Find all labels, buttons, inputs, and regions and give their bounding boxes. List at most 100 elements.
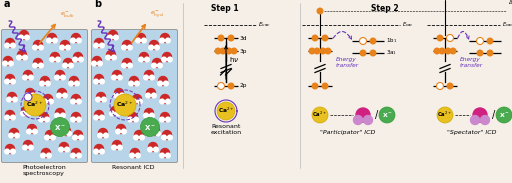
Circle shape — [11, 43, 15, 48]
Text: /: / — [375, 110, 379, 120]
Circle shape — [28, 124, 36, 134]
Circle shape — [311, 35, 318, 42]
Circle shape — [27, 111, 31, 116]
Circle shape — [122, 40, 132, 49]
Circle shape — [5, 149, 9, 154]
Circle shape — [113, 70, 121, 79]
Text: Ca$^{2+}$: Ca$^{2+}$ — [26, 100, 44, 109]
Circle shape — [6, 145, 14, 154]
Circle shape — [49, 99, 53, 104]
Circle shape — [69, 81, 73, 86]
Circle shape — [19, 31, 29, 40]
Circle shape — [40, 76, 50, 85]
Circle shape — [110, 111, 114, 116]
Circle shape — [71, 99, 75, 104]
Circle shape — [46, 130, 54, 139]
Circle shape — [116, 129, 120, 134]
Circle shape — [7, 97, 11, 102]
Circle shape — [39, 113, 49, 122]
Circle shape — [162, 130, 172, 139]
Circle shape — [59, 147, 63, 152]
Text: 3p: 3p — [240, 48, 247, 53]
Circle shape — [311, 83, 318, 89]
Circle shape — [437, 83, 443, 89]
Circle shape — [56, 57, 60, 62]
Circle shape — [127, 45, 132, 50]
Text: b: b — [94, 0, 101, 9]
Circle shape — [144, 109, 154, 117]
Text: "Spectator" ICD: "Spectator" ICD — [447, 130, 497, 135]
Circle shape — [17, 51, 27, 59]
Circle shape — [165, 153, 170, 158]
Circle shape — [51, 135, 55, 140]
Circle shape — [33, 63, 37, 68]
Circle shape — [446, 83, 454, 89]
Text: Ca$^{2+}$: Ca$^{2+}$ — [116, 100, 134, 109]
Circle shape — [471, 115, 480, 124]
Circle shape — [150, 40, 159, 49]
Circle shape — [160, 33, 169, 42]
Text: $E_{vac}$: $E_{vac}$ — [502, 20, 512, 29]
Circle shape — [11, 149, 15, 154]
Circle shape — [45, 117, 49, 122]
Circle shape — [136, 38, 140, 43]
Circle shape — [140, 135, 144, 140]
Circle shape — [148, 147, 153, 152]
Circle shape — [95, 111, 103, 119]
Circle shape — [94, 79, 98, 84]
Circle shape — [379, 107, 395, 123]
Circle shape — [5, 79, 9, 84]
Circle shape — [8, 92, 16, 102]
Circle shape — [5, 115, 9, 120]
FancyBboxPatch shape — [92, 29, 178, 163]
Circle shape — [73, 57, 77, 62]
Circle shape — [72, 113, 80, 122]
Circle shape — [92, 61, 96, 66]
Circle shape — [132, 99, 136, 104]
Circle shape — [39, 117, 44, 122]
Circle shape — [46, 81, 50, 86]
Circle shape — [100, 149, 104, 154]
Circle shape — [486, 38, 494, 44]
Circle shape — [319, 48, 327, 55]
Circle shape — [55, 113, 59, 118]
Circle shape — [63, 59, 73, 68]
Circle shape — [138, 99, 142, 104]
Text: X$^-$: X$^-$ — [144, 122, 156, 132]
Circle shape — [100, 43, 104, 48]
Circle shape — [71, 153, 75, 158]
Circle shape — [77, 38, 81, 43]
Circle shape — [77, 99, 81, 104]
Circle shape — [140, 117, 160, 137]
Circle shape — [120, 93, 124, 98]
Circle shape — [152, 93, 156, 98]
Circle shape — [23, 75, 28, 80]
Circle shape — [450, 48, 457, 55]
Text: $e^-_{hyd.}$: $e^-_{hyd.}$ — [150, 9, 165, 20]
Circle shape — [23, 145, 28, 150]
Circle shape — [27, 129, 31, 134]
Circle shape — [122, 63, 126, 68]
Circle shape — [131, 148, 139, 158]
Circle shape — [60, 113, 65, 118]
Circle shape — [44, 94, 53, 104]
Circle shape — [158, 81, 162, 86]
Circle shape — [162, 135, 166, 140]
Circle shape — [122, 59, 132, 68]
Circle shape — [113, 141, 121, 150]
Circle shape — [10, 128, 18, 137]
Circle shape — [65, 147, 69, 152]
Circle shape — [159, 76, 167, 85]
Circle shape — [130, 76, 139, 85]
Text: 3d: 3d — [240, 36, 247, 40]
Circle shape — [165, 99, 170, 104]
Text: Step 1: Step 1 — [211, 4, 239, 13]
Circle shape — [98, 128, 108, 137]
Circle shape — [356, 108, 370, 122]
Circle shape — [108, 35, 113, 40]
Circle shape — [167, 57, 172, 62]
Circle shape — [96, 97, 100, 102]
Circle shape — [144, 70, 154, 79]
Circle shape — [94, 115, 98, 120]
Circle shape — [31, 93, 35, 98]
